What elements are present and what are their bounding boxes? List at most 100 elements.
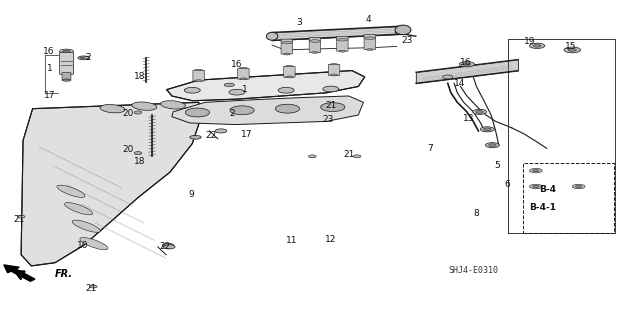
Ellipse shape: [284, 65, 294, 69]
Ellipse shape: [309, 40, 321, 42]
Text: 6: 6: [504, 181, 510, 189]
Polygon shape: [167, 70, 365, 101]
Text: 22: 22: [160, 242, 171, 251]
Text: 4: 4: [365, 15, 371, 24]
Ellipse shape: [529, 184, 542, 189]
Ellipse shape: [90, 285, 97, 288]
Ellipse shape: [65, 203, 93, 215]
Ellipse shape: [100, 105, 125, 113]
Ellipse shape: [63, 50, 70, 53]
Text: 23: 23: [402, 36, 413, 45]
Text: 13: 13: [463, 114, 474, 123]
FancyBboxPatch shape: [284, 66, 295, 77]
Ellipse shape: [575, 185, 582, 188]
Text: 1: 1: [47, 64, 52, 73]
Text: 22: 22: [206, 131, 217, 140]
Text: 19: 19: [524, 38, 536, 47]
FancyBboxPatch shape: [281, 39, 292, 54]
Ellipse shape: [488, 144, 496, 147]
Ellipse shape: [330, 74, 338, 76]
FancyBboxPatch shape: [328, 64, 340, 75]
Ellipse shape: [395, 25, 411, 35]
Text: 20: 20: [123, 145, 134, 154]
Text: 18: 18: [134, 157, 146, 166]
Ellipse shape: [185, 108, 209, 117]
Ellipse shape: [72, 220, 100, 232]
Text: 12: 12: [324, 235, 336, 244]
FancyBboxPatch shape: [337, 36, 348, 51]
Text: 5: 5: [495, 161, 500, 170]
Ellipse shape: [572, 184, 585, 189]
Text: SHJ4-E0310: SHJ4-E0310: [448, 266, 499, 275]
FancyBboxPatch shape: [62, 72, 71, 79]
Text: 15: 15: [565, 42, 577, 51]
Ellipse shape: [189, 135, 201, 139]
Polygon shape: [172, 96, 364, 124]
Ellipse shape: [238, 67, 248, 71]
Ellipse shape: [215, 129, 227, 133]
Text: 16: 16: [460, 58, 471, 67]
Ellipse shape: [460, 62, 474, 67]
Text: 23: 23: [322, 115, 333, 124]
Ellipse shape: [532, 169, 539, 172]
Text: 14: 14: [454, 79, 465, 88]
Ellipse shape: [564, 47, 580, 53]
FancyArrow shape: [4, 265, 35, 281]
Text: 21: 21: [343, 150, 355, 159]
Text: 2: 2: [229, 109, 235, 118]
Ellipse shape: [78, 56, 90, 60]
Ellipse shape: [339, 50, 346, 52]
Ellipse shape: [364, 37, 376, 40]
Ellipse shape: [224, 83, 234, 86]
Ellipse shape: [195, 80, 202, 82]
Ellipse shape: [329, 63, 339, 67]
Ellipse shape: [367, 49, 373, 50]
Ellipse shape: [285, 76, 293, 78]
Text: 3: 3: [297, 19, 303, 27]
Text: 16: 16: [43, 47, 54, 56]
Text: 16: 16: [231, 60, 243, 69]
Ellipse shape: [308, 155, 316, 158]
Ellipse shape: [312, 51, 318, 53]
Ellipse shape: [529, 168, 542, 173]
FancyBboxPatch shape: [364, 35, 376, 50]
Ellipse shape: [392, 30, 399, 33]
Ellipse shape: [275, 104, 300, 113]
FancyBboxPatch shape: [60, 52, 74, 74]
Ellipse shape: [353, 155, 361, 158]
Ellipse shape: [443, 75, 453, 79]
Ellipse shape: [132, 102, 157, 110]
Text: 17: 17: [44, 92, 56, 100]
Ellipse shape: [281, 41, 292, 44]
Text: FR.: FR.: [55, 269, 73, 279]
Text: 8: 8: [474, 209, 479, 218]
Text: 18: 18: [134, 72, 146, 81]
Polygon shape: [21, 102, 202, 266]
Ellipse shape: [476, 110, 483, 113]
Text: B-4: B-4: [540, 185, 557, 194]
Ellipse shape: [161, 101, 186, 109]
Ellipse shape: [529, 43, 545, 48]
Ellipse shape: [284, 53, 290, 55]
Ellipse shape: [323, 86, 339, 92]
Text: B-4-1: B-4-1: [529, 203, 556, 211]
Ellipse shape: [485, 143, 499, 148]
Text: 11: 11: [285, 236, 297, 245]
Text: 21: 21: [86, 284, 97, 293]
Ellipse shape: [463, 63, 470, 65]
Ellipse shape: [134, 111, 142, 114]
Ellipse shape: [230, 106, 254, 115]
Ellipse shape: [278, 87, 294, 93]
Ellipse shape: [60, 49, 74, 54]
Text: 21: 21: [13, 215, 24, 224]
FancyBboxPatch shape: [193, 70, 204, 81]
FancyBboxPatch shape: [237, 68, 249, 79]
Ellipse shape: [193, 69, 204, 73]
Ellipse shape: [483, 128, 491, 131]
Ellipse shape: [184, 87, 200, 93]
Ellipse shape: [229, 89, 245, 95]
Text: 17: 17: [241, 130, 252, 138]
Text: 7: 7: [427, 144, 433, 153]
Ellipse shape: [134, 152, 142, 155]
Text: 10: 10: [77, 241, 88, 250]
